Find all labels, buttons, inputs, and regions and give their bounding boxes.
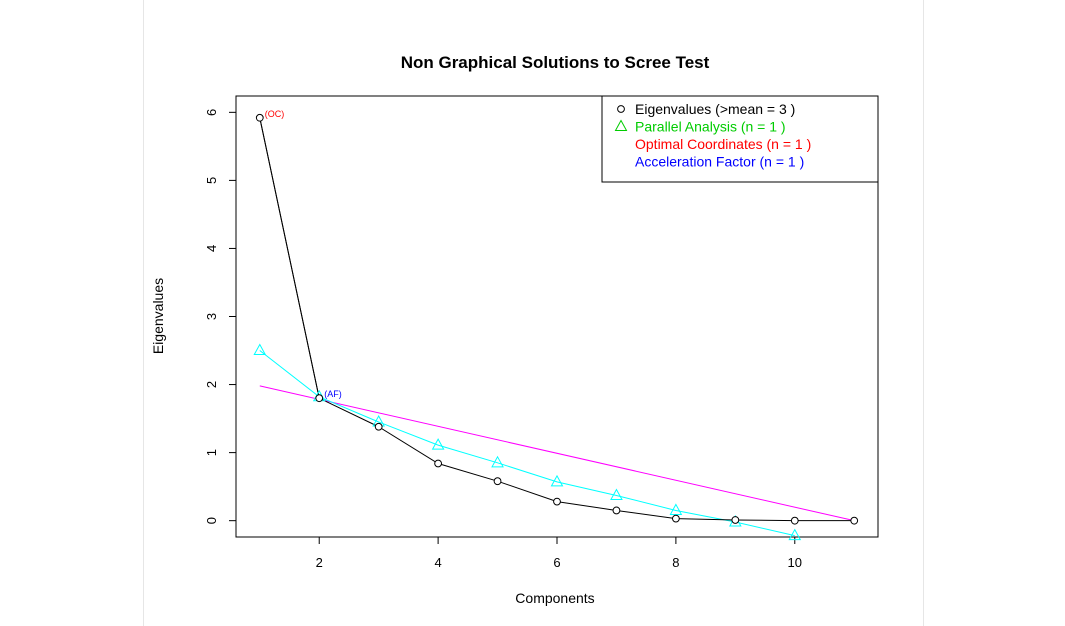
eigenvalue-point <box>850 516 859 525</box>
parallel-analysis-point <box>491 455 504 468</box>
annotation-label: (OC) <box>265 109 285 119</box>
parallel-analysis-point <box>610 488 623 500</box>
legend-parallel-key <box>614 119 628 131</box>
legend-entry: Acceleration Factor (n = 1 ) <box>635 154 804 170</box>
eigenvalue-point <box>671 514 680 523</box>
parallel-analysis-point <box>253 343 267 356</box>
y-tick-label: 1 <box>204 449 219 456</box>
annotations: (OC) (AF) <box>265 109 342 399</box>
legend-box <box>601 95 879 183</box>
series-points <box>253 113 859 541</box>
legend-entry: Optimal Coordinates (n = 1 ) <box>635 136 811 152</box>
x-axis-label: Components <box>515 590 594 606</box>
x-tick-label: 4 <box>434 555 441 570</box>
eigenvalue-point <box>731 516 740 524</box>
y-tick-label: 0 <box>204 517 219 524</box>
eigenvalue-point <box>434 459 443 468</box>
eigenvalue-point <box>553 497 561 506</box>
parallel-analysis-point <box>431 438 445 450</box>
annotation-label: (AF) <box>324 389 342 399</box>
x-tick-label: 10 <box>788 555 802 570</box>
legend-entry: Eigenvalues (>mean = 3 ) <box>635 101 795 117</box>
parallel-analysis-point <box>669 503 683 515</box>
y-tick-label: 3 <box>204 313 219 320</box>
x-tick-label: 8 <box>672 555 679 570</box>
eigenvalue-point <box>315 394 324 403</box>
eigenvalue-point <box>790 516 799 525</box>
eigenvalue-point <box>493 477 502 486</box>
y-tick-label: 5 <box>204 177 219 184</box>
legend: Eigenvalues (>mean = 3 ) Parallel Analysi… <box>601 95 879 183</box>
acceleration-factor-line <box>259 117 320 399</box>
optimal-coordinates-line <box>259 385 855 522</box>
eigenvalue-point <box>374 422 383 431</box>
y-axis-label: Eigenvalues <box>150 278 166 354</box>
y-tick-label: 4 <box>204 245 219 252</box>
x-tick-label: 2 <box>316 555 323 570</box>
legend-entry: Parallel Analysis (n = 1 ) <box>635 119 786 135</box>
x-tick-label: 6 <box>553 555 560 570</box>
parallel-analysis-line <box>259 350 795 537</box>
eigenvalue-point <box>255 113 264 122</box>
left-frame-line <box>143 0 144 626</box>
chart-title: Non Graphical Solutions to Scree Test <box>401 53 710 72</box>
right-frame-line <box>923 0 924 626</box>
y-tick-label: 2 <box>204 381 219 388</box>
y-axis: 0 1 2 3 4 5 6 <box>204 109 236 524</box>
parallel-analysis-point <box>550 474 564 487</box>
x-axis: 2 4 6 8 10 <box>316 536 802 570</box>
legend-eigenvalues-key <box>617 105 625 113</box>
parallel-analysis-point <box>788 528 802 541</box>
eigenvalue-point <box>612 506 621 515</box>
y-tick-label: 6 <box>204 109 219 116</box>
